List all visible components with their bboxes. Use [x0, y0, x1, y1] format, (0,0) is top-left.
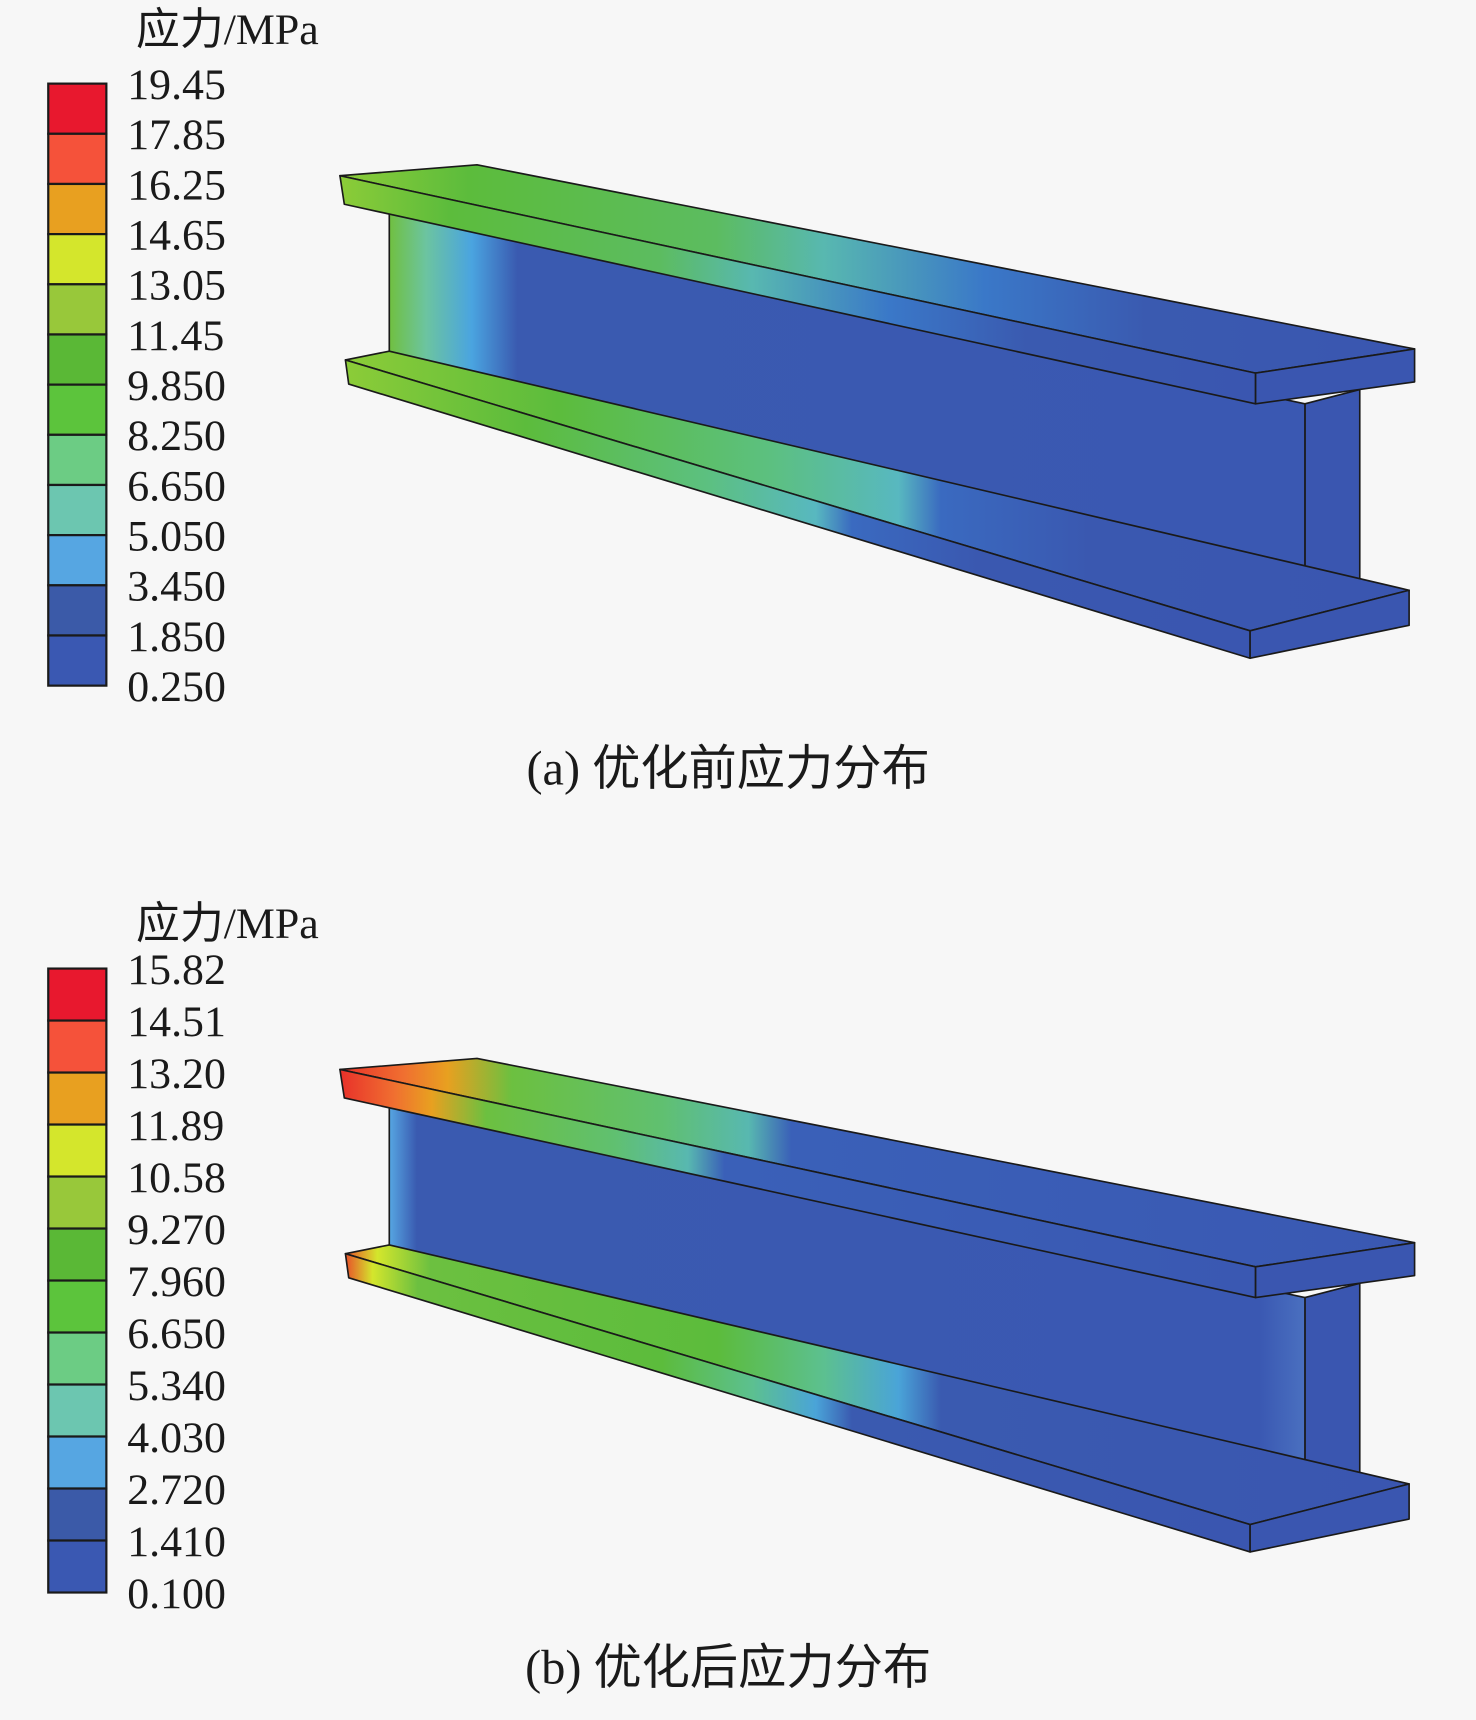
legend-value-label: 5.050	[127, 512, 226, 560]
legend-value-label: 6.650	[127, 1310, 226, 1358]
bottom-flange-end-face	[1249, 589, 1410, 660]
legend-value-label: 6.650	[127, 462, 226, 510]
legend-band	[47, 483, 108, 537]
figure-caption: (a) 优化前应力分布	[527, 742, 930, 795]
legend-band	[47, 1383, 108, 1438]
legend-band	[47, 82, 108, 135]
legend-band	[47, 182, 108, 236]
figure-caption: (b) 优化后应力分布	[525, 1642, 931, 1695]
legend-value-label: 3.450	[127, 563, 226, 611]
bottom-flange-end-face	[1249, 1483, 1410, 1553]
top-flange-end-face	[1254, 348, 1416, 405]
legend-band	[47, 584, 108, 637]
color-legend: 19.4517.8516.2514.6513.0511.459.8508.250…	[47, 61, 226, 711]
legend-value-label: 19.45	[127, 61, 226, 109]
legend-value-label: 13.20	[127, 1050, 226, 1098]
legend-value-label: 11.89	[127, 1102, 224, 1150]
panel-b: 应力/MPa15.8214.5113.2011.8910.589.2707.96…	[47, 899, 1416, 1695]
legend-band	[47, 967, 108, 1022]
legend-value-label: 5.340	[127, 1362, 226, 1410]
legend-band	[47, 534, 108, 587]
legend-value-label: 0.100	[127, 1570, 226, 1618]
legend-band	[47, 132, 108, 186]
legend-value-label: 15.82	[127, 946, 226, 994]
legend-value-label: 1.850	[127, 613, 226, 661]
legend-value-label: 14.51	[127, 998, 226, 1046]
legend-value-label: 2.720	[127, 1466, 226, 1514]
legend-band	[47, 283, 108, 336]
legend-value-label: 10.58	[127, 1154, 226, 1202]
legend-band	[47, 1331, 108, 1386]
legend-value-label: 8.250	[127, 412, 226, 460]
legend-value-label: 9.850	[127, 362, 226, 410]
legend-band	[47, 1279, 108, 1334]
legend-value-label: 4.030	[127, 1414, 226, 1462]
legend-title: 应力/MPa	[136, 899, 319, 948]
i-beam-model	[339, 163, 1416, 660]
legend-band	[47, 333, 108, 386]
i-beam-model	[339, 1057, 1416, 1553]
legend-band	[47, 1487, 108, 1542]
legend-band	[47, 1019, 108, 1074]
legend-value-label: 9.270	[127, 1206, 226, 1254]
legend-band	[47, 634, 108, 687]
legend-value-label: 7.960	[127, 1258, 226, 1306]
legend-value-label: 0.250	[127, 663, 226, 711]
legend-band	[47, 1539, 108, 1594]
legend-band	[47, 1123, 108, 1178]
panel-a: 应力/MPa 19.4517.8516.2514.6513.0511.459.85…	[47, 5, 1416, 795]
legend-band	[47, 1435, 108, 1490]
legend-value-label: 13.05	[127, 262, 226, 310]
legend-band	[47, 1175, 108, 1230]
legend-value-label: 11.45	[127, 312, 224, 360]
legend-band	[47, 233, 108, 286]
legend-value-label: 17.85	[127, 111, 226, 159]
legend-value-label: 14.65	[127, 211, 226, 259]
legend-value-label: 1.410	[127, 1518, 226, 1566]
legend-value-label: 16.25	[127, 161, 226, 209]
legend-band	[47, 1071, 108, 1126]
legend-band	[47, 383, 108, 436]
legend-title: 应力/MPa	[136, 5, 319, 54]
legend-band	[47, 433, 108, 487]
color-legend: 15.8214.5113.2011.8910.589.2707.9606.650…	[47, 946, 226, 1618]
legend-band	[47, 1227, 108, 1282]
top-flange-end-face	[1254, 1241, 1416, 1299]
